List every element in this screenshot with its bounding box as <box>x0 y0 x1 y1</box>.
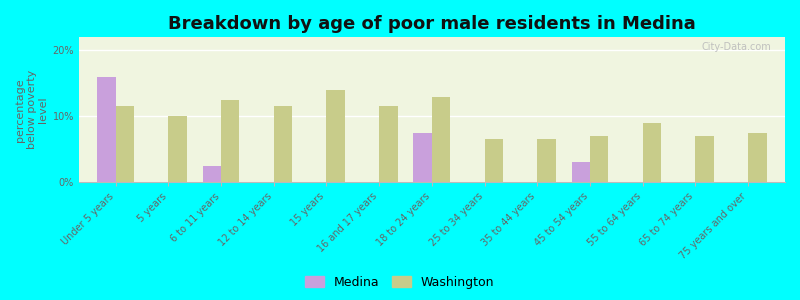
Bar <box>116 106 134 182</box>
Legend: Medina, Washington: Medina, Washington <box>301 271 499 294</box>
Bar <box>379 106 398 182</box>
Bar <box>695 136 714 182</box>
Bar <box>748 133 766 182</box>
Bar <box>202 166 221 182</box>
Bar <box>326 90 345 182</box>
Y-axis label: percentage
below poverty
level: percentage below poverty level <box>15 70 48 149</box>
Bar <box>274 106 292 182</box>
Bar <box>538 140 556 182</box>
Bar <box>571 162 590 182</box>
Text: City-Data.com: City-Data.com <box>701 42 771 52</box>
Bar <box>485 140 503 182</box>
Bar <box>168 116 186 182</box>
Bar <box>642 123 661 182</box>
Bar <box>432 97 450 182</box>
Bar <box>221 100 239 182</box>
Bar <box>590 136 609 182</box>
Bar <box>97 77 116 182</box>
Bar <box>414 133 432 182</box>
Title: Breakdown by age of poor male residents in Medina: Breakdown by age of poor male residents … <box>168 15 696 33</box>
